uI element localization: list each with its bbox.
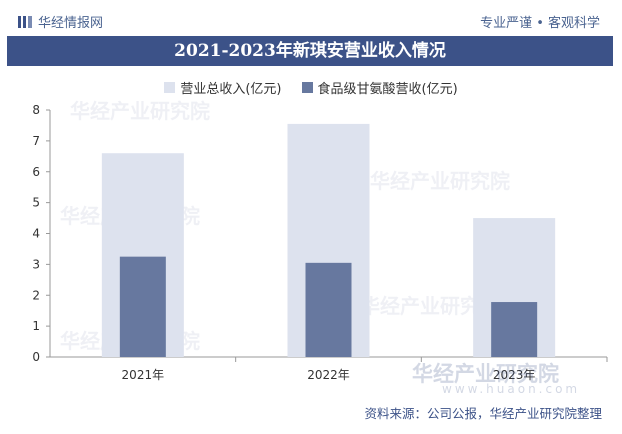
- legend-swatch-total-revenue: [164, 81, 176, 93]
- y-tick-label: 5: [32, 196, 40, 210]
- brand-logo-icon: [18, 15, 32, 28]
- source-note: 资料来源：公司公报，华经产业研究院整理: [364, 406, 602, 421]
- y-tick-label: 4: [32, 227, 40, 241]
- watermark-url: www.huaon.com: [442, 382, 581, 396]
- legend-label-total-revenue: 营业总收入(亿元): [180, 81, 282, 97]
- y-tick-label: 7: [32, 134, 40, 148]
- y-tick-label: 0: [32, 350, 40, 364]
- y-tick-label: 8: [32, 103, 40, 117]
- x-tick-label: 2023年: [493, 368, 536, 382]
- bar-glycine-revenue: [491, 302, 538, 357]
- legend-item-glycine-revenue: 食品级甘氨酸营收(亿元): [301, 78, 458, 97]
- bar-glycine-revenue: [305, 262, 352, 357]
- x-tick-label: 2022年: [307, 368, 350, 382]
- legend-item-total-revenue: 营业总收入(亿元): [164, 78, 282, 97]
- chart-title: 2021-2023年新琪安营业收入情况: [7, 36, 613, 66]
- watermark-logo-text: 华经产业研究院: [412, 362, 559, 386]
- y-tick-label: 2: [32, 288, 40, 302]
- slogan: 专业严谨 • 客观科学: [480, 16, 600, 31]
- legend: 营业总收入(亿元) 食品级甘氨酸营收(亿元): [0, 78, 622, 97]
- legend-swatch-glycine-revenue: [301, 81, 313, 93]
- top-bar: 华经情报网 专业严谨 • 客观科学: [0, 0, 622, 36]
- legend-label-glycine-revenue: 食品级甘氨酸营收(亿元): [317, 81, 458, 97]
- y-tick-label: 6: [32, 165, 40, 179]
- y-tick-label: 1: [32, 319, 40, 333]
- brand-name: 华经情报网: [38, 16, 104, 31]
- x-tick-label: 2021年: [122, 368, 165, 382]
- y-tick-label: 3: [32, 257, 40, 271]
- bar-glycine-revenue: [119, 256, 166, 357]
- brand: 华经情报网: [18, 12, 103, 31]
